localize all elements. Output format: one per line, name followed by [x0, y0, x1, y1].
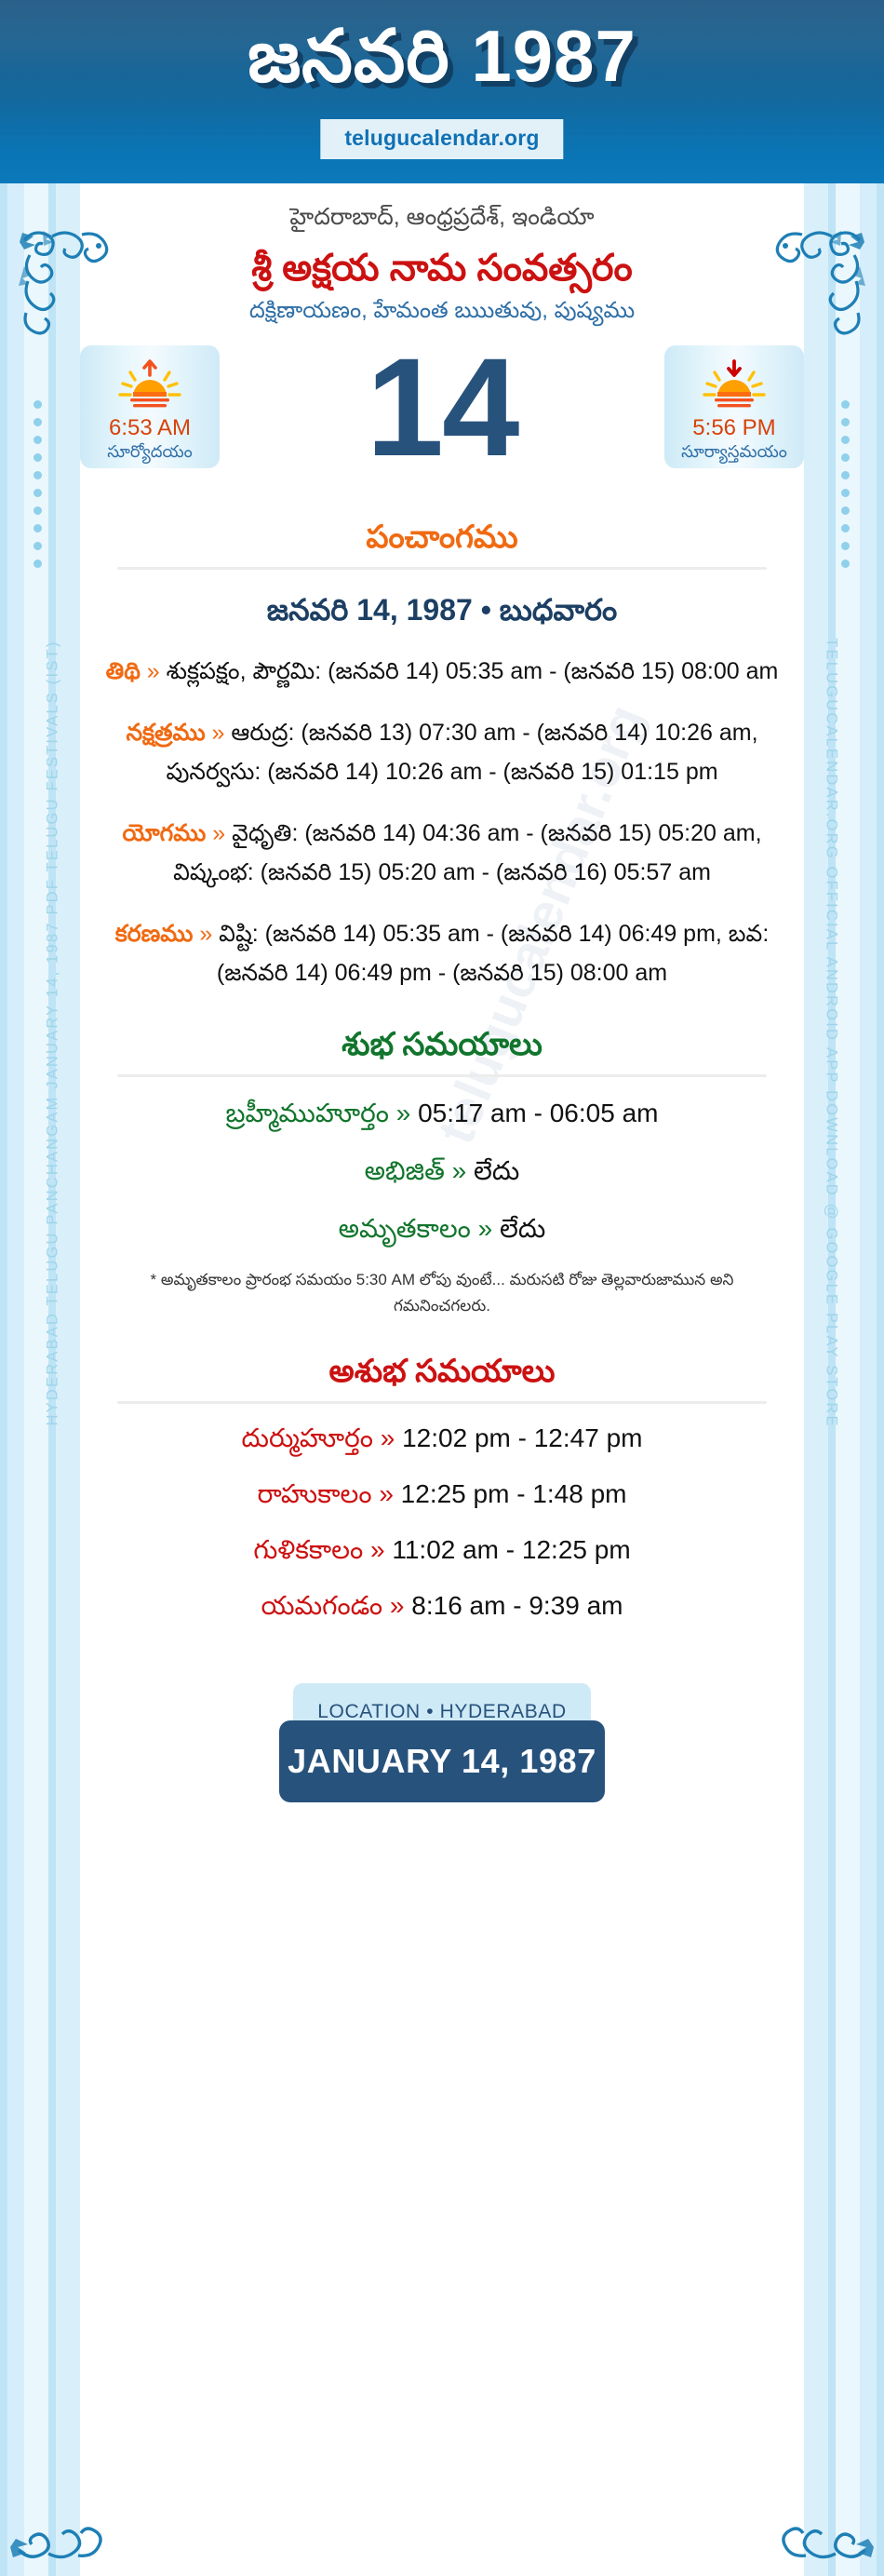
- ornament-top-right-icon: [763, 223, 867, 343]
- panchangam-row-yogam: యోగము » వైధృతి: (జనవరి 14) 04:36 am - (జ…: [80, 814, 804, 892]
- side-text-right: TELUGUCALENDAR.ORG OFFICIAL ANDROID APP …: [823, 638, 840, 1428]
- ashubha-key-gulikakalam: గుళికకాలం: [253, 1535, 364, 1564]
- shubha-heading: శుభ సమయాలు: [342, 1027, 542, 1062]
- day-number: 14: [366, 329, 520, 485]
- panchangam-key-tithi: తిథి: [105, 658, 141, 684]
- panchangam-key-karanam: కరణము: [114, 921, 194, 947]
- page-title: జనవరి 1987: [248, 15, 636, 97]
- chevron-icon: »: [380, 1423, 395, 1452]
- ashubha-row-gulikakalam: గుళికకాలం » 11:02 am - 12:25 pm: [80, 1529, 804, 1571]
- dot-rail-right: [841, 400, 851, 587]
- ashubha-divider: [117, 1401, 767, 1404]
- samvatsaram-title: శ్రీ అక్షయ నామ సంవత్సరం: [251, 248, 633, 289]
- sunrise-time: 6:53 AM: [108, 415, 192, 440]
- shubha-value-brahmamuhurtam: 05:17 am - 06:05 am: [418, 1099, 659, 1127]
- shubha-value-amrutakalam: లేదు: [500, 1214, 546, 1243]
- chevron-icon: »: [211, 720, 225, 746]
- ornament-top-left-icon: [17, 223, 121, 343]
- dot-rail-left: [33, 400, 43, 587]
- footer: LOCATION • HYDERABAD JANUARY 14, 1987: [80, 1683, 804, 1879]
- side-text-left: HYDERABAD TELUGU PANCHANGAM JANUARY 14, …: [44, 640, 61, 1426]
- main-content: హైదరాబాద్, ఆంధ్రప్రదేశ్, ఇండియా శ్రీ అక్…: [80, 183, 804, 1879]
- shubha-row-brahmamuhurtam: బ్రహ్మీముహూర్తం » 05:17 am - 06:05 am: [80, 1092, 804, 1135]
- ashubha-key-rahukalam: రాహుకాలం: [257, 1479, 372, 1508]
- sunrise-panel: 6:53 AM సూర్యోదయం: [80, 345, 220, 468]
- panchangam-key-nakshatram: నక్షత్రము: [126, 720, 206, 746]
- panchangam-divider: [117, 567, 767, 570]
- chevron-icon: »: [146, 658, 160, 684]
- sun-day-row: 6:53 AM సూర్యోదయం 14: [80, 329, 804, 485]
- panchangam-row-karanam: కరణము » విష్టి: (జనవరి 14) 05:35 am - (జ…: [80, 914, 804, 992]
- ashubha-row-yamagandam: యమగండం » 8:16 am - 9:39 am: [80, 1585, 804, 1627]
- panchangam-value-tithi: శుక్లపక్షం, పౌర్ణమి: (జనవరి 14) 05:35 am…: [166, 658, 779, 684]
- panchangam-heading: పంచాంగము: [366, 519, 518, 555]
- location-line: హైదరాబాద్, ఆంధ్రప్రదేశ్, ఇండియా: [289, 204, 595, 230]
- ornament-bottom-right-icon: [770, 2479, 875, 2569]
- panchangam-value-karanam: విష్టి: (జనవరి 14) 05:35 am - (జనవరి 14)…: [216, 921, 770, 986]
- shubha-divider: [117, 1074, 767, 1077]
- ashubha-value-yamagandam: 8:16 am - 9:39 am: [411, 1591, 623, 1620]
- ayanam-line: దక్షిణాయణం, హేమంత ఋుతువు, పుష్యము: [248, 298, 636, 323]
- ashubha-key-durmuhurtam: దుర్ముహూర్తం: [241, 1423, 373, 1452]
- ornament-bottom-left-icon: [9, 2479, 114, 2569]
- sunset-label: సూర్యాస్తమయం: [681, 442, 787, 461]
- shubha-key-brahmamuhurtam: బ్రహ్మీముహూర్తం: [225, 1099, 389, 1127]
- shubha-row-amrutakalam: అమృతకాలం » లేదు: [80, 1207, 804, 1250]
- sunrise-icon: [115, 357, 184, 411]
- shubha-row-abhijit: అభిజిత్ » లేదు: [80, 1150, 804, 1193]
- amrutakalam-note: * అమృతకాలం ప్రారంభ సమయం 5:30 AM లోపు వుం…: [150, 1271, 734, 1315]
- panchangam-row-tithi: తిథి » శుక్లపక్షం, పౌర్ణమి: (జనవరి 14) 0…: [80, 652, 804, 691]
- sunset-icon: [700, 357, 769, 411]
- chevron-icon: »: [451, 1156, 467, 1185]
- ashubha-heading: అశుభ సమయాలు: [328, 1354, 556, 1389]
- ashubha-value-durmuhurtam: 12:02 pm - 12:47 pm: [402, 1423, 643, 1452]
- shubha-value-abhijit: లేదు: [474, 1156, 520, 1185]
- chevron-icon: »: [477, 1214, 493, 1243]
- panchangam-value-nakshatram: ఆరుద్ర: (జనవరి 13) 07:30 am - (జనవరి 14)…: [166, 720, 758, 785]
- panchangam-row-nakshatram: నక్షత్రము » ఆరుద్ర: (జనవరి 13) 07:30 am …: [80, 713, 804, 791]
- chevron-icon: »: [369, 1535, 385, 1564]
- shubha-key-amrutakalam: అమృతకాలం: [338, 1214, 471, 1243]
- ashubha-key-yamagandam: యమగండం: [261, 1591, 383, 1620]
- chevron-icon: »: [199, 921, 213, 947]
- chevron-icon: »: [379, 1479, 394, 1508]
- panchangam-key-yogam: యోగము: [122, 820, 207, 846]
- panchangam-day-line: జనవరి 14, 1987 • బుధవారం: [266, 593, 618, 627]
- sunrise-label: సూర్యోదయం: [107, 442, 193, 461]
- ashubha-row-rahukalam: రాహుకాలం » 12:25 pm - 1:48 pm: [80, 1473, 804, 1516]
- sunset-panel: 5:56 PM సూర్యాస్తమయం: [664, 345, 804, 468]
- site-badge[interactable]: telugucalendar.org: [320, 119, 564, 159]
- ashubha-value-rahukalam: 12:25 pm - 1:48 pm: [400, 1479, 627, 1508]
- ashubha-value-gulikakalam: 11:02 am - 12:25 pm: [392, 1535, 631, 1564]
- date-chip: JANUARY 14, 1987: [279, 1720, 605, 1802]
- sunset-time: 5:56 PM: [692, 415, 776, 440]
- chevron-icon: »: [212, 820, 226, 846]
- chevron-icon: »: [389, 1591, 405, 1620]
- panchangam-value-yogam: వైధృతి: (జనవరి 14) 04:36 am - (జనవరి 15)…: [173, 820, 762, 885]
- ashubha-row-durmuhurtam: దుర్ముహూర్తం » 12:02 pm - 12:47 pm: [80, 1417, 804, 1460]
- chevron-icon: »: [395, 1099, 411, 1127]
- shubha-key-abhijit: అభిజిత్: [364, 1156, 445, 1185]
